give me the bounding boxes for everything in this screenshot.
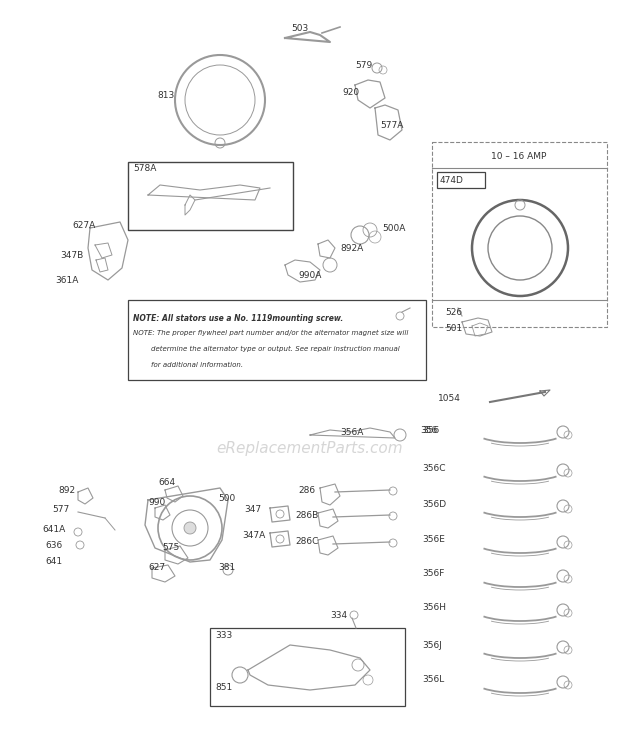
Text: 851: 851 (215, 684, 232, 693)
Text: 641: 641 (45, 557, 62, 566)
Text: 636: 636 (45, 540, 62, 550)
Text: 503: 503 (291, 24, 309, 33)
Text: 575: 575 (162, 544, 179, 553)
Text: NOTE: The proper flywheel part number and/or the alternator magnet size will: NOTE: The proper flywheel part number an… (133, 330, 409, 336)
Circle shape (184, 522, 196, 534)
Text: 356: 356 (420, 426, 437, 434)
Bar (437, 172, 485, 188)
Text: 501: 501 (445, 324, 463, 333)
Text: 813: 813 (157, 91, 175, 100)
Bar (128, 300, 426, 380)
Text: 892: 892 (58, 486, 75, 495)
Text: 356H: 356H (422, 603, 446, 612)
Text: 347A: 347A (242, 530, 265, 539)
Text: 892A: 892A (340, 243, 363, 252)
Text: determine the alternator type or output. See repair instruction manual: determine the alternator type or output.… (133, 346, 400, 352)
Text: 664: 664 (158, 478, 175, 487)
Text: 381: 381 (218, 563, 235, 572)
Text: 1054: 1054 (438, 394, 461, 403)
Text: 286C: 286C (295, 537, 319, 547)
Bar (210, 628, 405, 706)
Text: 333: 333 (215, 632, 232, 641)
Text: 990A: 990A (298, 271, 321, 280)
Text: 347B: 347B (60, 251, 83, 260)
Text: 361A: 361A (55, 275, 78, 284)
Text: 334: 334 (330, 611, 347, 620)
Text: 356: 356 (422, 426, 439, 434)
Text: 347: 347 (244, 505, 261, 515)
Text: 356C: 356C (422, 464, 446, 472)
Text: 627: 627 (148, 563, 165, 572)
Text: 641A: 641A (42, 525, 65, 534)
Text: 577A: 577A (380, 121, 404, 129)
Bar (432, 142, 607, 327)
Text: 526: 526 (445, 307, 462, 316)
Text: 10 – 16 AMP: 10 – 16 AMP (491, 152, 547, 161)
Text: 500: 500 (218, 493, 235, 502)
Text: 474D: 474D (440, 176, 464, 185)
Text: 577: 577 (52, 505, 69, 515)
Text: 578A: 578A (133, 164, 156, 173)
Text: 990: 990 (148, 498, 166, 507)
Text: 286B: 286B (295, 510, 318, 519)
Text: 356D: 356D (422, 499, 446, 508)
Text: for additional information.: for additional information. (133, 362, 243, 368)
Text: 500A: 500A (382, 223, 405, 233)
Bar (128, 162, 293, 230)
Text: 356E: 356E (422, 536, 445, 545)
Text: 286: 286 (298, 486, 315, 495)
Text: 627A: 627A (72, 220, 95, 229)
Text: eReplacementParts.com: eReplacementParts.com (216, 440, 404, 455)
Text: NOTE: All stators use a No. 1119mounting screw.: NOTE: All stators use a No. 1119mounting… (133, 314, 343, 323)
Text: 356L: 356L (422, 676, 445, 684)
Text: 356J: 356J (422, 641, 442, 650)
Text: 579: 579 (355, 60, 372, 69)
Text: 356A: 356A (340, 428, 363, 437)
Text: 356F: 356F (422, 569, 445, 579)
Text: 920: 920 (342, 88, 359, 97)
